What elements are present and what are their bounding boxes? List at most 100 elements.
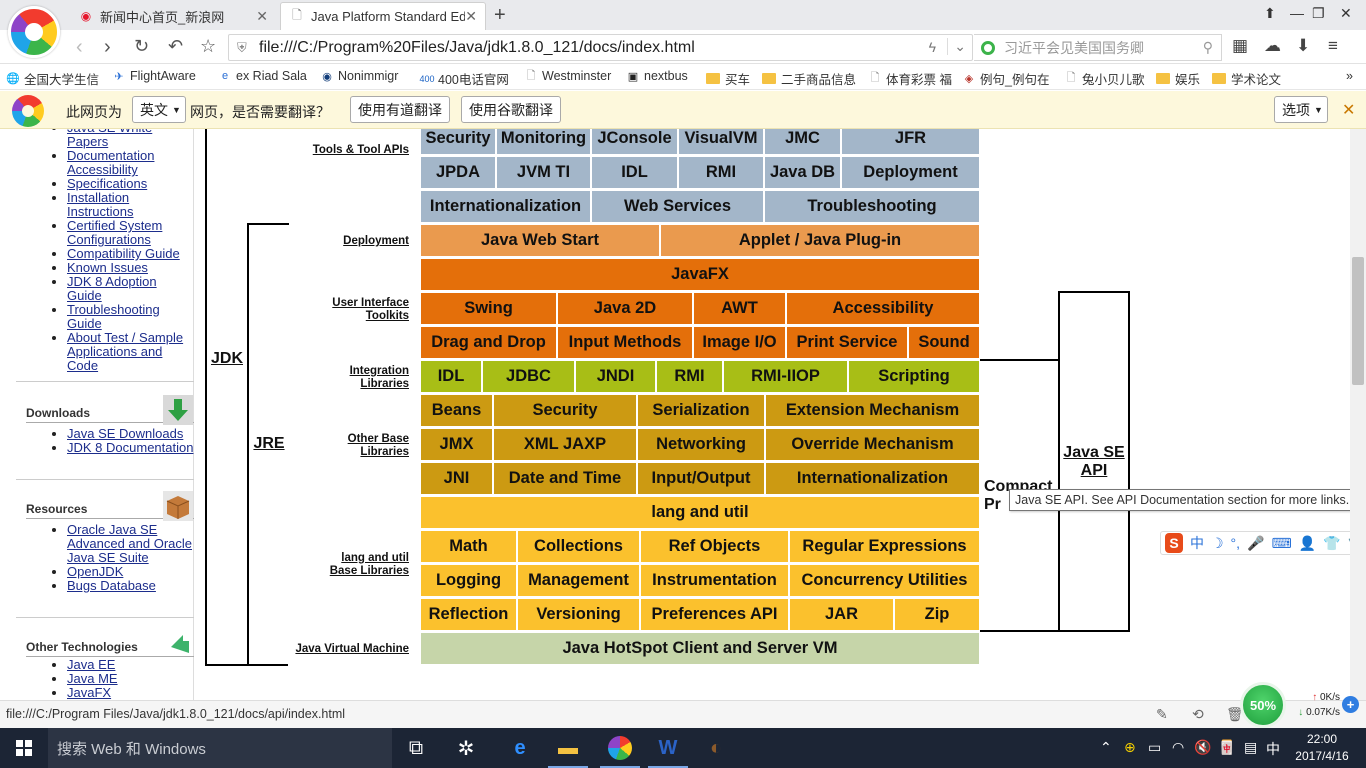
sidebar-link[interactable]: Java ME [67,671,118,686]
vertical-scrollbar[interactable] [1350,129,1366,700]
diagram-cell[interactable]: Extension Mechanism [766,395,979,426]
bookmark-item[interactable]: 400 400电话官网 [419,73,509,87]
diagram-cell[interactable]: JAR [790,599,893,630]
clock[interactable]: 22:00 2017/4/16 [1288,731,1356,765]
skin-icon[interactable]: 👕 [1323,534,1341,551]
diagram-cell[interactable]: Regular Expressions [790,531,979,562]
ime-tray-icon[interactable]: 🀄 [1218,739,1236,755]
diagram-cell[interactable]: Troubleshooting [765,191,979,222]
bookmark-folder[interactable]: 买车 [706,69,750,88]
browser-app-icon[interactable] [596,728,644,768]
pin-icon[interactable]: ✎ [1156,706,1168,722]
minimize-button[interactable]: — [1290,5,1304,21]
favorite-star-icon[interactable]: ☆ [200,36,217,56]
diagram-cell[interactable]: Web Services [592,191,763,222]
word-icon[interactable]: W [644,728,692,768]
diagram-cell[interactable]: Logging [421,565,516,596]
java-se-api-label[interactable]: Java SE API [1063,444,1125,479]
more-bookmarks-button[interactable]: » [1346,69,1353,83]
search-icon[interactable]: ⚲ [1202,39,1213,55]
security-tray-icon[interactable]: ⊕ [1124,739,1136,755]
diagram-cell[interactable]: IDL [421,361,481,392]
file-explorer-icon[interactable]: ▬ [544,728,592,768]
diagram-cell[interactable]: Input/Output [638,463,764,494]
scrollbar-thumb[interactable] [1352,257,1364,385]
diagram-cell[interactable]: JConsole [592,129,677,154]
menu-icon[interactable]: ≡ [1328,36,1338,55]
diagram-cell[interactable]: Serialization [638,395,764,426]
pin-icon[interactable]: ⬆ [1264,5,1276,21]
sidebar-link[interactable]: OpenJDK [67,564,124,579]
sidebar-link[interactable]: Oracle Java SE Advanced and Oracle Java … [67,522,193,565]
microphone-icon[interactable]: 🎤 [1247,534,1265,551]
integration-row-label[interactable]: Integration Libraries [349,365,409,390]
options-select[interactable]: 选项 ▼ [1274,96,1328,123]
address-bar[interactable]: ⛨ file:///C:/Program%20Files/Java/jdk1.8… [228,34,973,61]
sidebar-link[interactable]: Java SE White Papers [67,129,152,149]
diagram-cell[interactable]: Beans [421,395,492,426]
trash-icon[interactable]: 🗑 [1226,706,1244,722]
bookmark-item[interactable]: ▣ nextbus [627,69,688,83]
diagram-cell[interactable]: Accessibility [787,293,979,324]
diagram-cell[interactable]: JFR [842,129,979,154]
diagram-cell[interactable]: JavaFX [421,259,979,290]
notification-icon[interactable]: ▤ [1244,739,1258,755]
diagram-cell[interactable]: RMI-IIOP [724,361,847,392]
sidebar-link[interactable]: Java EE [67,657,116,672]
diagram-cell[interactable]: Internationalization [421,191,590,222]
diagram-cell[interactable]: Math [421,531,516,562]
google-translate-button[interactable]: 使用谷歌翻译 [461,96,561,123]
punctuation-icon[interactable]: °, [1230,535,1241,551]
new-tab-button[interactable]: + [494,4,506,26]
bookmark-item[interactable]: ◉ Nonimmigr [320,69,398,83]
sidebar-link[interactable]: Known Issues [67,260,148,275]
browser-logo[interactable] [8,6,60,58]
bookmark-item[interactable]: ◈ 例句_例句在 [962,69,1050,88]
download-icon[interactable]: ⬇ [1296,36,1311,55]
bookmark-item[interactable]: ✈ FlightAware [112,69,195,83]
diagram-cell[interactable]: JVM TI [497,157,590,188]
diagram-cell[interactable]: AWT [694,293,785,324]
add-icon[interactable]: + [1342,696,1359,713]
deployment-row-label[interactable]: Deployment [343,235,409,247]
language-select[interactable]: 英文 ▼ [132,96,186,123]
diagram-cell[interactable]: JMX [421,429,492,460]
wifi-icon[interactable]: ◠ [1172,739,1185,755]
diagram-cell[interactable]: Input Methods [558,327,692,358]
diagram-cell[interactable]: JNDI [576,361,655,392]
maximize-button[interactable]: ❐ [1312,5,1325,21]
diagram-cell[interactable]: Print Service [787,327,907,358]
close-icon[interactable]: ✕ [1342,102,1356,119]
back-button[interactable]: ‹ [76,36,83,58]
diagram-cell[interactable]: RMI [679,157,763,188]
diagram-cell[interactable]: Ref Objects [641,531,788,562]
search-input[interactable]: 习近平会见美国国务卿 ⚲ [974,34,1222,61]
diagram-cell[interactable]: VisualVM [679,129,763,154]
sidebar-link[interactable]: Bugs Database [67,578,156,593]
diagram-cell[interactable]: Monitoring [497,129,590,154]
diagram-cell[interactable]: IDL [592,157,677,188]
volume-muted-icon[interactable]: 🔇 [1194,739,1212,755]
diagram-cell[interactable]: Collections [518,531,639,562]
app-icon[interactable]: ◐ [709,736,723,759]
bookmark-folder[interactable]: 娱乐 [1156,69,1200,88]
sidebar-link[interactable]: Installation Instructions [67,190,134,219]
sidebar-link[interactable]: Java SE Downloads [67,426,184,441]
diagram-cell[interactable]: Security [421,129,495,154]
ime-chinese-mode[interactable]: 中 [1189,535,1204,551]
diagram-cell[interactable]: Java Web Start [421,225,659,256]
tab-sina-news[interactable]: ◉ 新闻中心首页_新浪网 ✕ [70,2,276,30]
bookmark-folder[interactable]: 学术论文 [1212,69,1281,88]
diagram-cell[interactable]: Scripting [849,361,979,392]
diagram-cell[interactable]: Applet / Java Plug-in [661,225,979,256]
sogou-icon[interactable]: S [1165,533,1183,553]
sidebar-link[interactable]: Specifications [67,176,148,191]
task-view-icon[interactable]: ⧉ [408,736,424,759]
bookmark-item[interactable]: e ex Riad Sala [218,69,307,83]
diagram-cell[interactable]: JPDA [421,157,495,188]
diagram-cell[interactable]: Swing [421,293,556,324]
jdk-label[interactable]: JDK [210,350,243,367]
sidebar-link[interactable]: JDK 8 Documentation [67,440,194,455]
pinwheel-app-icon[interactable]: ✲ [457,737,475,760]
sidebar-link[interactable]: Compatibility Guide [67,246,180,261]
